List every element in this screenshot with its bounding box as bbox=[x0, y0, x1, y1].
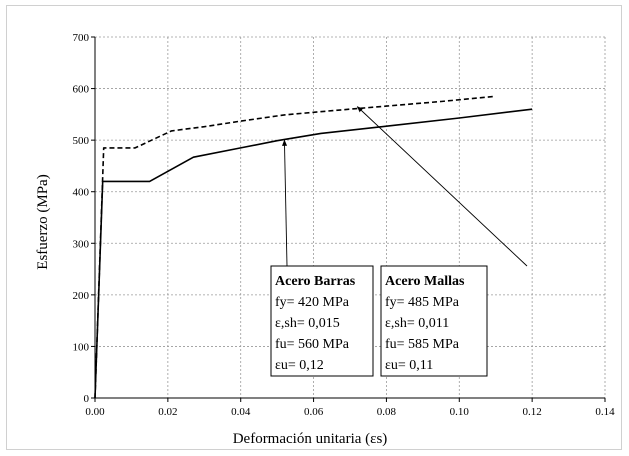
annotation-line-acero-mallas: fy= 485 MPa bbox=[385, 295, 460, 310]
annotation-line-acero-barras: fu= 560 MPa bbox=[275, 337, 350, 352]
x-tick-label: 0.00 bbox=[85, 406, 105, 418]
y-tick-label: 200 bbox=[73, 290, 90, 302]
annotation-title-acero-mallas: Acero Mallas bbox=[385, 274, 465, 289]
annotation-title-acero-barras: Acero Barras bbox=[275, 274, 356, 289]
x-axis-title: Deformación unitaria (εs) bbox=[233, 431, 388, 447]
annotation-line-acero-mallas: fu= 585 MPa bbox=[385, 337, 460, 352]
x-tick-label: 0.02 bbox=[158, 406, 177, 418]
chart-frame: 0.00 0.02 0.04 0.06 0.08 0.10 0.12 0.14 0 100 200 3… bbox=[6, 5, 622, 450]
x-tick-label: 0.08 bbox=[377, 406, 397, 418]
arrow-acero-barras bbox=[282, 139, 288, 267]
x-tick-label: 0.04 bbox=[231, 406, 251, 418]
tick-labels: 0.00 0.02 0.04 0.06 0.08 0.10 0.12 0.14 0 100 200 3… bbox=[73, 32, 616, 418]
annotation-box-acero-barras bbox=[270, 265, 374, 377]
y-tick-label: 600 bbox=[73, 84, 90, 96]
y-tick-label: 700 bbox=[73, 32, 90, 44]
y-axis-title: Esfuerzo (MPa) bbox=[35, 174, 51, 269]
x-tick-label: 0.12 bbox=[523, 406, 542, 418]
stress-strain-chart: 0.00 0.02 0.04 0.06 0.08 0.10 0.12 0.14 0 100 200 3… bbox=[35, 32, 616, 447]
series-line-acero-barras bbox=[94, 108, 533, 399]
x-tick-label: 0.14 bbox=[595, 406, 615, 418]
annotation-box-acero-mallas bbox=[380, 265, 488, 377]
axes bbox=[91, 36, 606, 402]
annotation-line-acero-mallas: εu= 0,11 bbox=[385, 358, 433, 373]
annotations: Acero Barras fy= 420 MPa ε,sh= 0,015 fu= 56… bbox=[270, 106, 528, 377]
series-line-acero-mallas bbox=[94, 95, 496, 399]
annotation-line-acero-barras: fy= 420 MPa bbox=[275, 295, 350, 310]
y-tick-label: 0 bbox=[84, 393, 90, 405]
grid-lines bbox=[95, 36, 606, 398]
y-tick-label: 300 bbox=[73, 238, 90, 250]
x-tick-label: 0.06 bbox=[304, 406, 324, 418]
y-tick-label: 400 bbox=[73, 187, 90, 199]
annotation-line-acero-barras: εu= 0,12 bbox=[275, 358, 324, 373]
arrow-acero-mallas bbox=[356, 106, 528, 267]
series-lines bbox=[94, 95, 533, 399]
y-tick-label: 500 bbox=[73, 135, 90, 147]
annotation-line-acero-mallas: ε,sh= 0,011 bbox=[385, 316, 449, 331]
y-tick-label: 100 bbox=[73, 341, 90, 353]
x-tick-label: 0.10 bbox=[450, 406, 470, 418]
annotation-line-acero-barras: ε,sh= 0,015 bbox=[275, 316, 340, 331]
